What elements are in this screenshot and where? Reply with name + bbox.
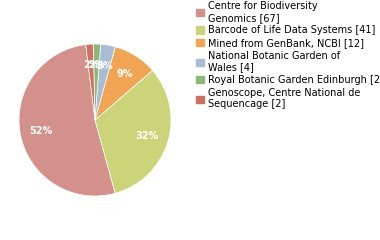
Wedge shape [86, 44, 95, 120]
Wedge shape [19, 45, 115, 196]
Legend: Centre for Biodiversity
Genomics [67], Barcode of Life Data Systems [41], Mined : Centre for Biodiversity Genomics [67], B… [195, 0, 380, 110]
Wedge shape [95, 70, 171, 193]
Text: 3%: 3% [96, 61, 112, 71]
Text: 2%: 2% [83, 60, 99, 70]
Wedge shape [93, 44, 101, 120]
Text: 32%: 32% [136, 131, 159, 141]
Text: 52%: 52% [30, 126, 53, 136]
Wedge shape [95, 44, 115, 120]
Wedge shape [95, 47, 153, 120]
Text: 9%: 9% [116, 69, 133, 79]
Text: 2%: 2% [88, 60, 105, 70]
